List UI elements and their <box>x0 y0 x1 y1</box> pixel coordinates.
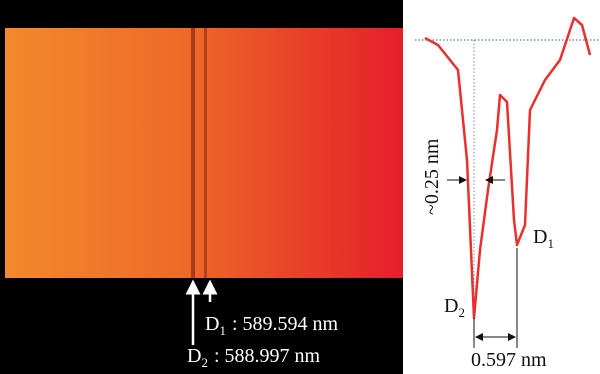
profile: ~0.25 nm D1 D2 0.597 nm <box>415 18 600 371</box>
figure: D1: 589.594 nm D2: 588.997 nm ~0.25 nm D… <box>0 0 600 374</box>
d1-peak: D1 <box>533 226 554 251</box>
value: : 589.594 nm <box>232 313 339 335</box>
intensity-curve <box>425 18 590 318</box>
sub: 1 <box>219 323 226 338</box>
sub: 2 <box>201 355 208 370</box>
letter: D <box>187 345 201 367</box>
letter: D <box>444 295 458 317</box>
d2-peak: D2 <box>444 295 465 320</box>
sub: 2 <box>458 305 465 320</box>
letter: D <box>533 226 547 248</box>
spectrum-image: D1: 589.594 nm D2: 588.997 nm <box>0 0 403 374</box>
d1-line <box>204 28 207 278</box>
value: : 588.997 nm <box>214 345 321 367</box>
letter: D <box>205 313 219 335</box>
sub: 1 <box>547 236 554 251</box>
width-label: ~0.25 nm <box>421 138 443 215</box>
separation-label: 0.597 nm <box>471 349 547 371</box>
d2-line <box>191 28 195 278</box>
